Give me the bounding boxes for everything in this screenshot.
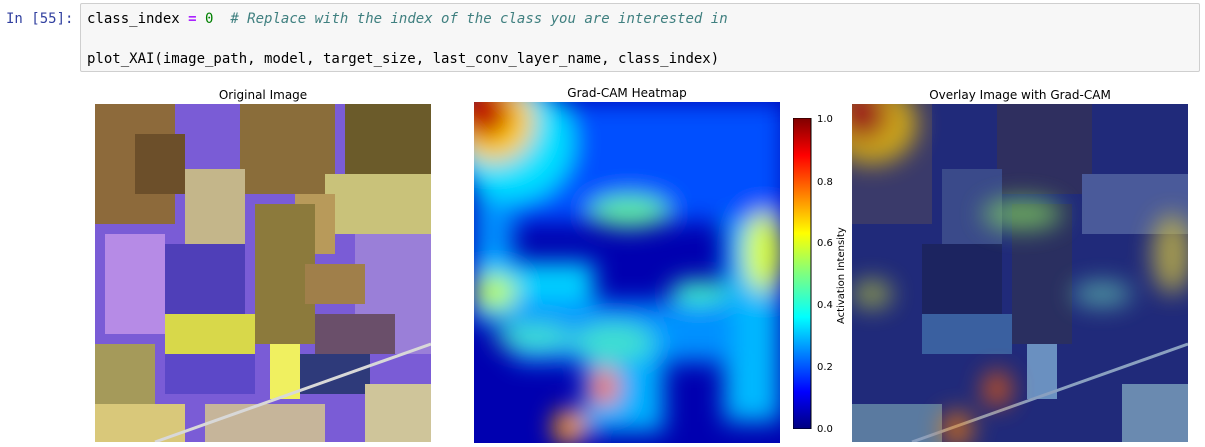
original-image-title: Original Image (218, 88, 308, 102)
colorbar-axis-label: Activation Intensity (836, 227, 847, 324)
overlay-image (852, 104, 1188, 442)
gradcam-heatmap (474, 102, 780, 443)
code-operator: = (188, 11, 197, 27)
colorbar-tick: 1.0 (817, 114, 833, 125)
code-comment: # Replace with the index of the class yo… (230, 11, 728, 27)
original-image (95, 104, 431, 442)
colorbar-tick: 0.8 (817, 177, 833, 188)
heatmap-title: Grad-CAM Heatmap (567, 86, 687, 100)
colorbar-tick: 0.2 (817, 362, 833, 373)
colorbar-tick: 0.4 (817, 300, 833, 311)
code-cell[interactable]: class_index = 0 # Replace with the index… (80, 3, 1200, 72)
colorbar (793, 118, 812, 429)
code-line-1[interactable]: class_index = 0 # Replace with the index… (87, 10, 728, 28)
colorbar-tick: 0.0 (817, 424, 833, 435)
overlay-title: Overlay Image with Grad-CAM (929, 88, 1111, 102)
code-line-2[interactable]: plot_XAI(image_path, model, target_size,… (87, 51, 720, 67)
prompt-label: In [55]: (6, 11, 74, 27)
colorbar-tick: 0.6 (817, 238, 833, 249)
code-var: class_index (87, 11, 180, 27)
code-number: 0 (205, 11, 214, 27)
